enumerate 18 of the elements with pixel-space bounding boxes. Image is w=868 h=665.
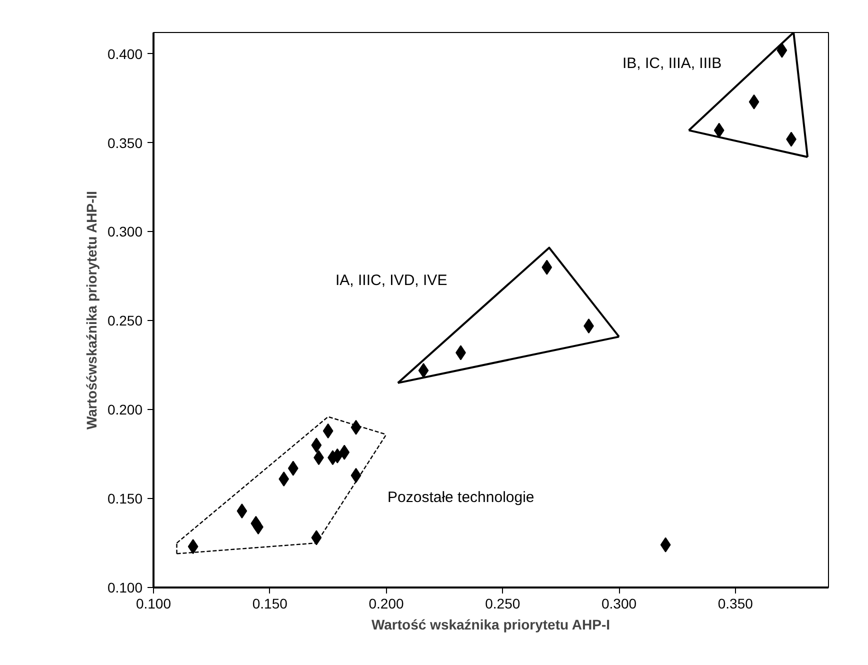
- y-tick-label: 0.200: [107, 402, 143, 418]
- x-tick-label: 0.350: [718, 596, 754, 612]
- y-tick-label: 0.400: [107, 46, 143, 62]
- annotation: IB, IC, IIIA, IIIB: [622, 55, 722, 72]
- x-tick-label: 0.250: [485, 596, 520, 612]
- y-axis-title: Wartośćwskaźnika priorytetu AHP-II: [83, 190, 100, 430]
- y-tick-label: 0.100: [107, 580, 143, 596]
- x-tick-label: 0.200: [368, 596, 404, 612]
- x-tick-label: 0.300: [602, 596, 637, 612]
- x-tick-label: 0.100: [136, 596, 172, 612]
- y-tick-label: 0.300: [107, 224, 143, 240]
- annotation: Pozostałe technologie: [388, 489, 534, 506]
- annotation: IA, IIIC, IVD, IVE: [336, 272, 448, 289]
- y-tick-label: 0.150: [107, 490, 143, 507]
- y-tick-label: 0.250: [107, 312, 143, 329]
- x-axis-title: Wartość wskaźnika priorytetu AHP-I: [371, 616, 610, 632]
- y-tick-label: 0.350: [107, 134, 143, 151]
- x-tick-label: 0.150: [252, 596, 288, 612]
